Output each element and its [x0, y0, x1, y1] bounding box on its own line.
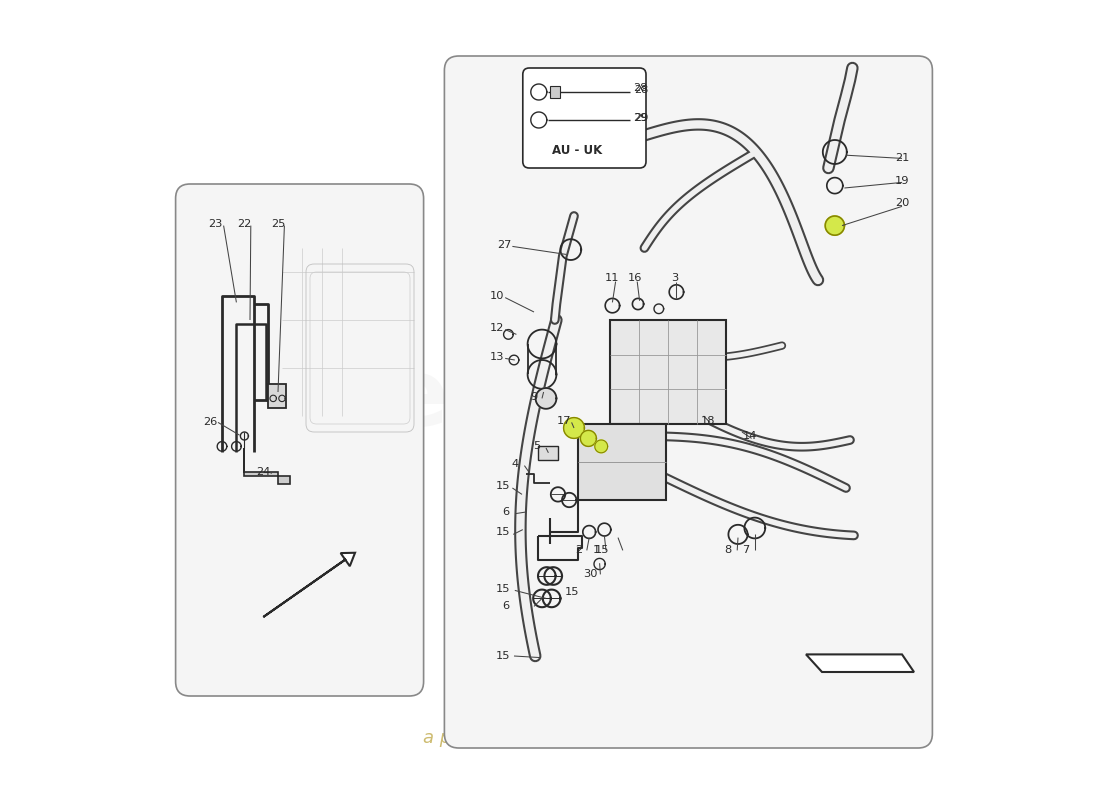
Text: 13: 13: [490, 352, 505, 362]
Polygon shape: [595, 440, 607, 453]
Text: 30: 30: [583, 570, 598, 579]
Polygon shape: [244, 448, 290, 484]
Bar: [610, 320, 726, 424]
Polygon shape: [536, 388, 557, 409]
Text: 28: 28: [634, 85, 648, 94]
Text: 15: 15: [595, 546, 609, 555]
Text: 2: 2: [575, 546, 582, 555]
Text: a passion for life since 1985: a passion for life since 1985: [424, 729, 676, 746]
Text: 24: 24: [256, 467, 271, 477]
Text: 29: 29: [634, 114, 648, 123]
Text: 17: 17: [557, 416, 571, 426]
Text: 29: 29: [634, 114, 648, 123]
Text: 11: 11: [605, 274, 619, 283]
Text: 15: 15: [495, 651, 510, 661]
Text: 19: 19: [894, 176, 910, 186]
Text: 10: 10: [490, 291, 505, 301]
Text: 15: 15: [495, 482, 510, 491]
Polygon shape: [563, 418, 584, 438]
Text: 8: 8: [724, 546, 732, 555]
Bar: [550, 86, 560, 98]
Polygon shape: [581, 430, 596, 446]
Polygon shape: [806, 654, 914, 672]
FancyBboxPatch shape: [522, 68, 646, 168]
Text: 6: 6: [503, 602, 509, 611]
Text: 12: 12: [490, 323, 505, 333]
Text: 3: 3: [671, 274, 679, 283]
Text: 1: 1: [593, 546, 600, 555]
Text: 16: 16: [628, 274, 642, 283]
Text: 18: 18: [701, 416, 716, 426]
Text: 5: 5: [532, 442, 540, 451]
Bar: [578, 424, 666, 500]
Text: 15: 15: [565, 587, 580, 597]
Text: 26: 26: [202, 418, 217, 427]
Text: 28: 28: [634, 83, 648, 93]
FancyBboxPatch shape: [176, 184, 424, 696]
FancyBboxPatch shape: [444, 56, 933, 748]
Text: 23: 23: [208, 219, 223, 229]
Text: 4: 4: [512, 459, 518, 469]
Text: 15: 15: [495, 584, 510, 594]
Text: 6: 6: [503, 507, 509, 517]
Text: 7: 7: [742, 546, 749, 555]
Text: 14: 14: [742, 431, 757, 441]
Text: 15: 15: [495, 527, 510, 537]
Bar: [538, 446, 558, 460]
Polygon shape: [263, 553, 355, 617]
Bar: [268, 384, 286, 408]
Text: AU - UK: AU - UK: [552, 144, 603, 157]
Text: 20: 20: [894, 198, 910, 208]
Text: 9: 9: [530, 392, 538, 402]
Text: 22: 22: [238, 219, 252, 229]
Polygon shape: [825, 216, 845, 235]
Text: 25: 25: [271, 219, 285, 229]
Text: 21: 21: [894, 154, 910, 163]
Text: europarts: europarts: [385, 354, 908, 446]
Text: 27: 27: [497, 240, 512, 250]
